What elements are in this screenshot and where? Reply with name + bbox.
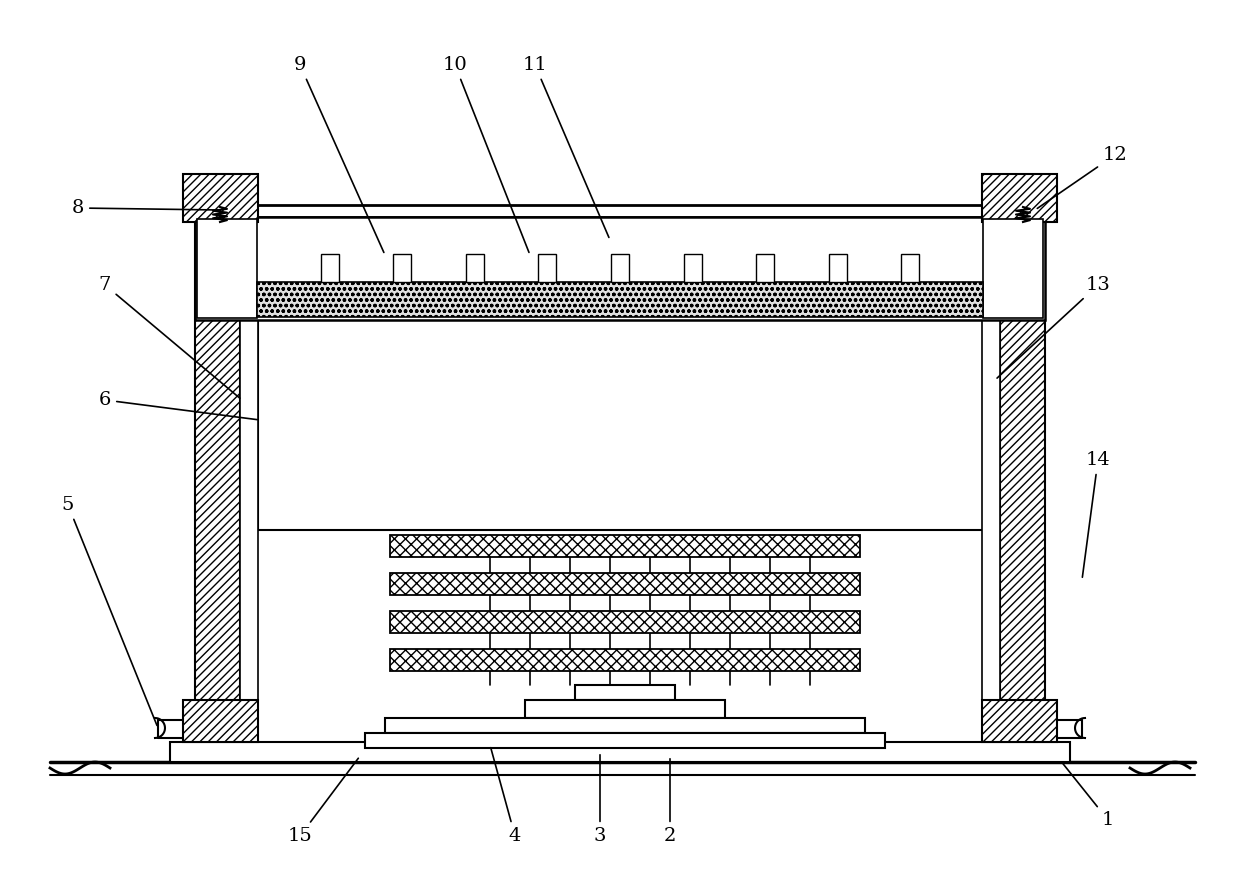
Bar	[384, 718, 866, 733]
Text: 11: 11	[522, 56, 609, 238]
Bar	[391, 611, 861, 633]
Bar	[538, 254, 557, 282]
Bar	[195, 205, 1045, 217]
Text: 5: 5	[62, 496, 157, 725]
Bar	[982, 174, 1056, 222]
Bar	[999, 200, 1045, 735]
Bar	[170, 742, 1070, 762]
Text: 6: 6	[99, 391, 257, 419]
Text: 9: 9	[294, 56, 384, 253]
Bar	[982, 700, 1056, 742]
Bar	[184, 700, 258, 742]
Text: 8: 8	[72, 199, 217, 217]
Bar	[197, 219, 257, 318]
Bar	[257, 282, 983, 317]
Bar	[391, 573, 861, 595]
Bar	[525, 700, 725, 718]
Text: 2: 2	[663, 759, 676, 845]
Text: 7: 7	[99, 276, 239, 398]
Bar	[393, 254, 412, 282]
Text: 4: 4	[491, 748, 521, 845]
Bar	[611, 254, 629, 282]
Text: 15: 15	[288, 759, 358, 845]
Bar	[365, 733, 885, 748]
Bar	[391, 649, 861, 671]
Bar	[195, 217, 1045, 320]
Bar	[901, 254, 919, 282]
Bar	[828, 254, 847, 282]
Bar	[982, 220, 999, 735]
Text: 13: 13	[997, 276, 1111, 378]
Bar	[195, 200, 241, 735]
Bar	[983, 219, 1043, 318]
Text: 1: 1	[1061, 762, 1115, 829]
Bar	[241, 220, 258, 735]
Bar	[466, 254, 484, 282]
Text: 3: 3	[594, 755, 606, 845]
Bar	[683, 254, 702, 282]
Text: 14: 14	[1083, 451, 1110, 577]
Text: 12: 12	[1038, 146, 1127, 209]
Text: 10: 10	[443, 56, 529, 253]
Bar	[184, 174, 258, 222]
Bar	[756, 254, 774, 282]
Bar	[391, 535, 861, 557]
Bar	[575, 685, 675, 700]
Bar	[258, 320, 985, 530]
Bar	[321, 254, 339, 282]
